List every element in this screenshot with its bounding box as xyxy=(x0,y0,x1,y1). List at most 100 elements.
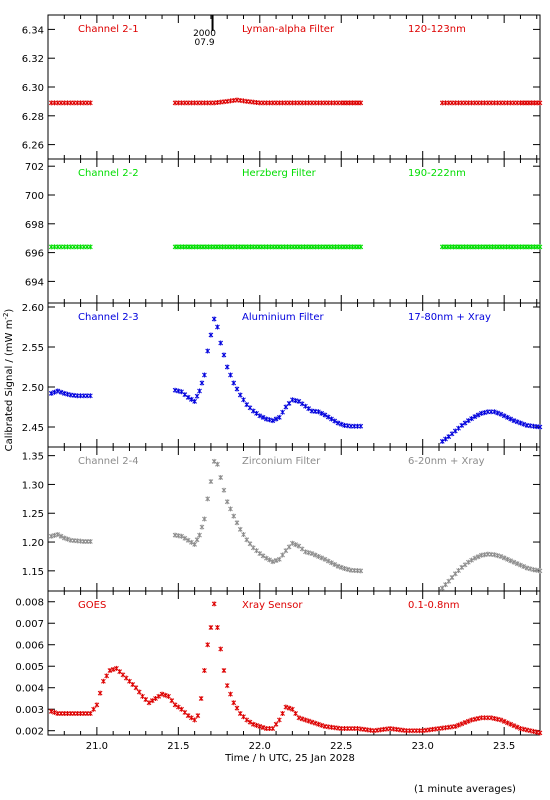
data-point xyxy=(237,392,243,398)
series-2 xyxy=(48,244,543,250)
data-point xyxy=(182,535,188,541)
data-point xyxy=(260,724,266,730)
data-point xyxy=(254,410,259,416)
panel-1: Channel 2-1 Lyman-alpha Filter 120-123nm 6.… xyxy=(22,14,543,160)
data-point xyxy=(495,716,500,722)
data-point xyxy=(189,539,194,545)
data-point xyxy=(469,557,474,563)
data-point xyxy=(104,673,110,679)
data-point xyxy=(58,533,64,539)
data-point xyxy=(472,555,478,561)
band-label: 190-222nm xyxy=(408,168,466,179)
data-point xyxy=(482,410,487,416)
data-point xyxy=(280,552,285,558)
data-point xyxy=(322,412,328,418)
data-point xyxy=(465,718,471,724)
data-point xyxy=(234,520,240,526)
data-point xyxy=(335,420,341,426)
y-tick-label: 2.50 xyxy=(22,383,44,394)
data-point xyxy=(531,728,536,734)
data-point xyxy=(329,560,334,566)
data-point xyxy=(299,401,305,407)
y-tick-label: 0.002 xyxy=(15,727,44,738)
data-point xyxy=(280,711,285,717)
data-point xyxy=(537,568,543,574)
data-point xyxy=(169,698,175,704)
data-point xyxy=(319,722,325,728)
data-point xyxy=(250,545,256,551)
data-point xyxy=(319,555,325,561)
data-point xyxy=(472,414,478,420)
y-tick-label: 702 xyxy=(25,162,44,173)
data-point xyxy=(501,555,507,561)
data-point xyxy=(492,716,497,722)
data-point xyxy=(133,685,139,691)
data-point xyxy=(452,723,458,729)
data-point xyxy=(52,389,57,395)
data-point xyxy=(290,540,295,546)
data-point xyxy=(175,388,181,394)
data-point xyxy=(488,715,494,721)
data-point xyxy=(283,404,289,410)
y-tick-label: 700 xyxy=(25,191,44,202)
data-point xyxy=(254,548,259,554)
data-point xyxy=(94,702,100,708)
data-point xyxy=(48,533,54,539)
y-axis-label: Calibrated Signal / (mW m-2) xyxy=(2,309,15,452)
data-point xyxy=(263,555,269,561)
data-point xyxy=(276,717,282,723)
y-tick-label: 1.30 xyxy=(22,480,44,491)
x-tick-label: 23.0 xyxy=(412,741,434,752)
data-point xyxy=(228,691,233,697)
data-point xyxy=(241,532,246,538)
data-point xyxy=(439,438,445,444)
data-point xyxy=(189,715,194,721)
data-point xyxy=(270,418,276,424)
data-point xyxy=(456,425,461,431)
series-4 xyxy=(48,458,543,591)
data-point xyxy=(511,559,517,565)
data-point xyxy=(537,244,543,250)
data-point xyxy=(218,475,224,481)
data-point xyxy=(465,418,471,424)
filter-label: Xray Sensor xyxy=(242,600,303,611)
data-point xyxy=(495,410,500,416)
data-point xyxy=(61,390,67,396)
x-axis-label: Time / h UTC, 25 Jan 2028 xyxy=(224,753,355,764)
y-tick-label: 6.26 xyxy=(22,141,44,152)
band-label: 0.1-0.8nm xyxy=(408,600,460,611)
data-point xyxy=(58,389,64,395)
data-point xyxy=(224,683,230,689)
x-tick-label: 22.5 xyxy=(330,741,352,752)
data-point xyxy=(185,713,191,719)
data-point xyxy=(136,689,142,695)
data-point xyxy=(88,244,93,250)
y-tick-label: 698 xyxy=(25,220,44,231)
data-point xyxy=(495,553,500,559)
data-point xyxy=(524,727,530,733)
y-tick-label: 1.15 xyxy=(22,567,44,578)
data-point xyxy=(332,562,338,568)
data-point xyxy=(501,718,507,724)
data-point xyxy=(257,413,263,419)
data-point xyxy=(449,431,455,437)
data-point xyxy=(459,721,465,727)
data-point xyxy=(247,541,253,547)
data-point xyxy=(185,394,191,400)
band-label: 120-123nm xyxy=(408,24,466,35)
panel-5: GOES Xray Sensor 0.1-0.8nm 0.002 0.003 0.004 0… xyxy=(15,590,543,738)
data-point xyxy=(195,713,201,719)
data-point xyxy=(335,563,341,569)
data-point xyxy=(280,409,285,415)
data-point xyxy=(303,717,308,723)
filter-label: Zirconium Filter xyxy=(242,456,321,467)
data-point xyxy=(247,719,253,725)
data-point xyxy=(231,700,237,706)
data-point xyxy=(290,397,295,403)
data-point xyxy=(498,411,504,417)
panel-frame xyxy=(47,590,541,736)
data-point xyxy=(449,574,455,580)
data-point xyxy=(228,506,233,512)
data-point xyxy=(459,564,465,570)
